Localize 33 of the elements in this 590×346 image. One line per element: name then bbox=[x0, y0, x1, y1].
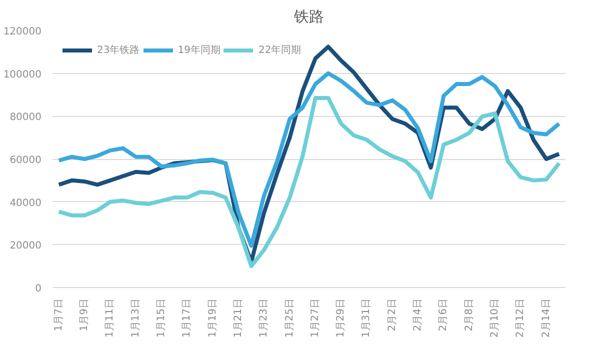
x-tick-label: 1月7日 bbox=[53, 298, 64, 332]
x-tick-label: 2月4日 bbox=[412, 298, 424, 332]
x-tick-label: 1月21日 bbox=[232, 298, 244, 338]
x-tick-label: 1月19日 bbox=[207, 298, 218, 338]
line-series bbox=[56, 96, 562, 268]
x-tick-label: 2月14日 bbox=[540, 298, 552, 338]
x-tick-label: 1月9日 bbox=[79, 298, 90, 332]
x-tick-label: 2月6日 bbox=[438, 298, 450, 332]
x-tick-label: 1月17日 bbox=[182, 298, 193, 338]
y-tick-label: 100000 bbox=[3, 69, 42, 80]
y-tick-label: 120000 bbox=[3, 26, 42, 38]
x-tick-label: 2月8日 bbox=[464, 298, 475, 332]
y-tick-label: 20000 bbox=[10, 240, 42, 252]
y-tick-label: 60000 bbox=[10, 155, 42, 166]
legend-label: 22年同期 bbox=[258, 44, 302, 57]
x-tick-label: 1月31日 bbox=[361, 298, 372, 338]
x-tick-label: 1月13日 bbox=[130, 298, 142, 338]
y-tick-label: 40000 bbox=[10, 198, 42, 209]
legend-label: 19年同期 bbox=[178, 44, 220, 57]
x-tick-label: 1月25日 bbox=[284, 298, 296, 338]
x-tick-label: 1月27日 bbox=[310, 298, 321, 338]
x-tick-label: 2月12日 bbox=[515, 298, 526, 338]
y-tick-label: 0 bbox=[35, 284, 42, 294]
line-series bbox=[56, 71, 562, 248]
x-tick-label: 1月11日 bbox=[104, 298, 116, 338]
x-tick-label: 1月15日 bbox=[156, 298, 168, 338]
x-tick-label: 1月23日 bbox=[258, 298, 270, 338]
x-tick-label: 1月29日 bbox=[336, 298, 347, 338]
x-tick-label: 2月2日 bbox=[386, 298, 398, 332]
chart-title: 铁路 bbox=[293, 8, 324, 26]
legend-label: 23年铁路 bbox=[97, 44, 140, 57]
x-tick-label: 2月10日 bbox=[489, 298, 500, 338]
y-tick-label: 80000 bbox=[10, 112, 42, 124]
